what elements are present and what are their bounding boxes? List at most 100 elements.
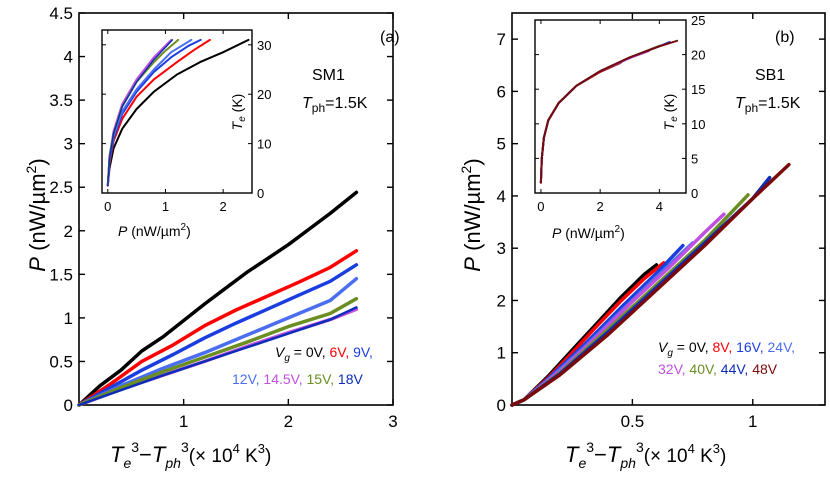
panel-a-xlabel-t2: T	[152, 442, 167, 467]
panel-b-legend-entry-8V: 8V,	[709, 339, 733, 355]
panel-a-inset-xlabel-close: )	[186, 223, 191, 239]
panel-a-ytick-label: 4.5	[49, 4, 73, 23]
panel-a-ylabel-close: )	[25, 158, 50, 165]
panel-a-series-6V	[77, 249, 359, 407]
panel-a-legend-prefix: V	[275, 344, 286, 360]
panel-b-inset-xtick-label: 4	[656, 199, 663, 214]
panel-a-inset-xlabel: P (nW/µm2)	[118, 222, 191, 239]
panel-a-inset-xlabel-unit: (nW/µm	[127, 223, 180, 239]
panel-a-panel-label: (a)	[380, 29, 400, 46]
panel-b-legend-row: Vg = 0V, 8V, 16V, 24V,	[658, 339, 795, 359]
panel-b-xtick-label: 0.5	[621, 412, 645, 431]
panel-a-condition-label: Tph=1.5K	[302, 95, 368, 115]
panel-a-plot-frame	[78, 12, 394, 406]
panel-a-ytick-label: 3	[64, 135, 73, 154]
panel-b-ylabel-unit: (nW/µm	[460, 173, 485, 257]
panel-a-legend-row: Vg = 0V, 6V, 9V,	[275, 344, 373, 364]
panel-a-xlabel-unit: (× 10	[189, 446, 233, 467]
panel-a-legend-entry-9V: 9V,	[349, 344, 373, 360]
panel-a-condition-sym: T	[302, 95, 313, 112]
panel-a-inset-ylabel: Te (K)	[229, 94, 248, 131]
panel-a-series-18V	[77, 306, 358, 407]
panel-b-sample-label: SB1	[755, 67, 785, 84]
panel-a-legend-entry-6V: 6V,	[326, 344, 350, 360]
panel-b-ylabel-close: )	[460, 158, 485, 165]
panel-b-series-48V	[510, 162, 791, 407]
panel-a-series-9V	[77, 263, 359, 407]
panel-a-xlabel-close: )	[265, 446, 271, 467]
panel-a-xtick-label: 1	[179, 412, 188, 431]
panel-a-xlabel-sup1: 3	[131, 439, 139, 455]
panel-b-legend-entry-24V: 24V,	[764, 339, 795, 355]
panel-b-inset-xlabel-unit: (nW/µm	[561, 225, 614, 241]
panel-a-series-12V	[77, 276, 359, 407]
panel-a-ylabel-unit: (nW/µm	[25, 173, 50, 257]
panel-b-legend-prefix-sub: g	[667, 348, 673, 359]
panel-b-ytick-label: 7	[497, 30, 506, 49]
panel-b-ytick-label: 1	[497, 344, 506, 363]
panel-a-ytick-label: 0	[64, 396, 73, 415]
panel-b-series-8V	[510, 261, 666, 407]
panel-a-legend-entry-14.5V: 14.5V,	[260, 371, 303, 387]
panel-b-inset-xlabel-close: )	[620, 225, 625, 241]
panel-a-condition-value: =1.5K	[325, 95, 368, 112]
panel-b-legend-entry-40V: 40V,	[686, 361, 717, 377]
panel-b-inset-ytick-label: 10	[691, 117, 705, 132]
panel-b-ytick-label: 6	[497, 82, 506, 101]
panel-b-panel-label: (b)	[775, 29, 795, 46]
panel-b-xlabel-sub1: e	[578, 455, 586, 471]
panel-a-xlabel-sup2: 3	[181, 439, 189, 455]
panel-a-ylabel-sup: 2	[23, 165, 39, 173]
panel-a-legend-entry-15V: 15V,	[303, 371, 334, 387]
panel-b-series-24V	[510, 241, 695, 407]
panel-b-xlabel: Te3−Tph3(× 104 K3)	[565, 439, 726, 471]
panel-b-xtick-label: 1	[748, 412, 757, 431]
panel-a-inset-xtick-label: 1	[162, 199, 169, 214]
panel-b-plot-frame	[511, 12, 826, 406]
panel-b-ytick-label: 4	[497, 187, 506, 206]
panel-b-inset-xlabel: P (nW/µm2)	[552, 224, 625, 241]
panel-b-ytick-label: 2	[497, 291, 506, 310]
panel-b-inset-series-48V	[539, 39, 679, 184]
panel-b-inset-ytick-label: 25	[691, 13, 705, 28]
panel-a-inset-ylabel-sym: T	[229, 120, 245, 130]
panel-b-legend-entry-16V: 16V,	[732, 339, 763, 355]
panel-a-inset-xtick-label: 2	[220, 199, 227, 214]
panel-a-inset-xlabel-sym: P	[118, 223, 128, 239]
panel-b-xlabel-sup4: 3	[713, 441, 720, 456]
panel-b-xlabel-unit: (× 10	[644, 446, 688, 467]
panel-a-series-15V	[77, 296, 359, 407]
panel-a-legend-entry-12V: 12V,	[232, 371, 260, 387]
panel-b-legend-row: 32V, 40V, 44V, 48V	[658, 361, 778, 377]
panel-a-inset-xtick-label: 0	[104, 199, 111, 214]
panel-b-condition-label: Tph=1.5K	[735, 95, 801, 115]
panel-a-ytick-label: 4	[64, 48, 73, 67]
panel-a-inset-series-18V	[107, 39, 174, 187]
panel-b-ylabel-sym: P	[460, 257, 485, 272]
panel-b-legend-entry-48V: 48V	[748, 361, 777, 377]
panel-a-ytick-label: 0.5	[49, 352, 73, 371]
panel-a-ylabel-sym: P	[25, 257, 50, 272]
panel-b-inset-ylabel-sym: T	[661, 120, 677, 130]
panel-a-ytick-label: 2.5	[49, 178, 73, 197]
panel-a-xlabel-sup4: 3	[258, 441, 265, 456]
panel-b-inset-ytick-label: 5	[691, 151, 698, 166]
panel-b-xlabel-minus: −	[594, 442, 607, 467]
panel-a-inset-xlabel-sup: 2	[181, 222, 187, 233]
panel-a-inset-ylabel-unit: (K)	[229, 94, 245, 117]
panel-a-ytick-label: 3.5	[49, 91, 73, 110]
panel-b-condition-sym: T	[735, 95, 746, 112]
panel-a-ytick-label: 2	[64, 222, 73, 241]
panel-a-condition-sub: ph	[312, 101, 325, 115]
panel-b-xlabel-k: K	[695, 446, 713, 467]
panel-a-xlabel-sub2: ph	[164, 455, 181, 471]
panel-a-xlabel-minus: −	[139, 442, 152, 467]
panel-b-ytick-label: 0	[497, 396, 506, 415]
panel-b-inset-ylabel: Te (K)	[661, 94, 680, 131]
panel-b-legend-entry-32V: 32V,	[658, 361, 686, 377]
panel-b-xlabel-t1: T	[565, 442, 580, 467]
